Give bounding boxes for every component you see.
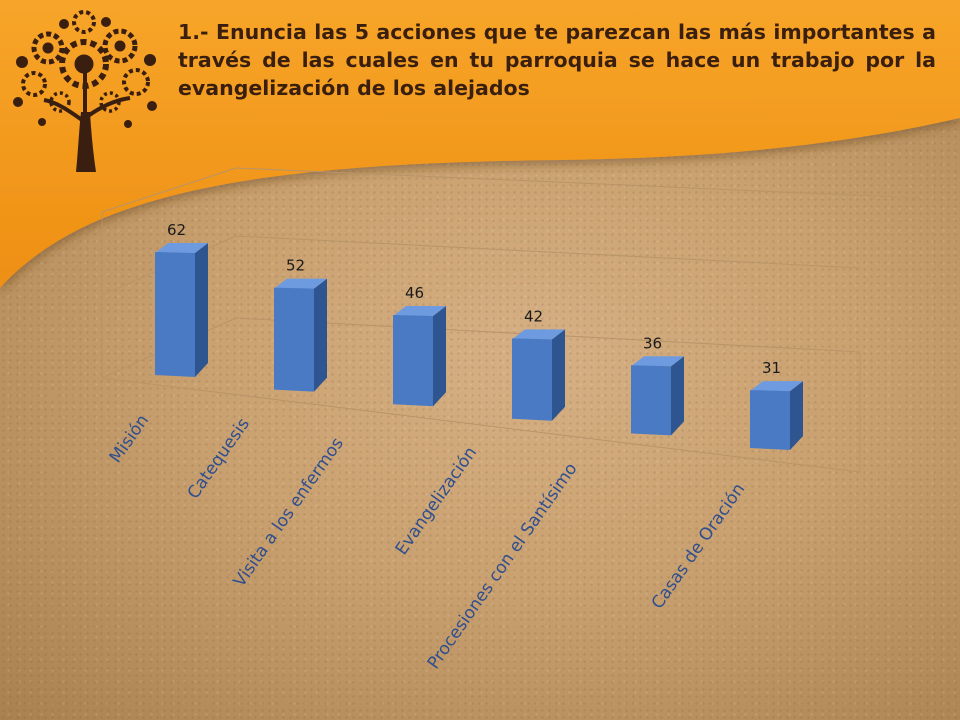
bar-side	[195, 243, 208, 377]
data-label-visita-a-los-enfermos: 46	[405, 284, 424, 302]
bar-top	[750, 381, 803, 392]
data-label-catequesis: 52	[286, 257, 305, 275]
bar-side	[314, 278, 327, 392]
data-label-evangelizacion: 42	[524, 307, 543, 325]
bar-evangelizacion	[512, 329, 565, 421]
bars-group	[155, 243, 803, 450]
bar-top	[393, 306, 446, 317]
bar-side	[552, 329, 565, 421]
bar-front	[512, 338, 552, 421]
gear-tree-logo-icon	[13, 10, 157, 172]
bar-front	[155, 252, 195, 377]
category-label-evangelizacion: Evangelización	[392, 443, 481, 559]
gridline	[101, 235, 861, 296]
data-label-mision: 62	[167, 221, 186, 239]
title-banner	[0, 0, 960, 288]
category-label-casas-de-oracion: Casas de Oración	[648, 480, 750, 613]
back-wall-top	[101, 167, 921, 213]
bar-front	[274, 287, 314, 392]
bar-top	[274, 278, 327, 289]
bar-front	[750, 390, 790, 450]
banner-shape	[0, 0, 960, 288]
slide-title: 1.- Enuncia las 5 acciones que te parezc…	[178, 20, 936, 100]
category-label-catequesis: Catequesis	[184, 414, 254, 502]
bar-side	[433, 306, 446, 407]
bar-front	[393, 315, 433, 407]
bar-visita-a-los-enfermos	[393, 306, 446, 407]
bar-procesiones-con-el-santisimo	[631, 356, 684, 436]
bar-side	[671, 356, 684, 436]
bar-side	[790, 381, 803, 450]
bar-top	[631, 356, 684, 367]
data-label-casas-de-oracion: 31	[762, 359, 781, 377]
bar-catequesis	[274, 278, 327, 392]
data-label-procesiones-con-el-santisimo: 36	[643, 334, 662, 352]
category-label-mision: Misión	[106, 411, 153, 467]
data-labels-group: 62 52 46 42 36 31	[167, 221, 781, 377]
bar-mision	[155, 243, 208, 377]
bar-top	[512, 329, 565, 340]
bar-front	[631, 365, 671, 436]
bar-casas-de-oracion	[750, 381, 803, 450]
bar-top	[155, 243, 208, 253]
category-label-visita-a-los-enfermos: Visita a los enfermos	[230, 434, 348, 591]
